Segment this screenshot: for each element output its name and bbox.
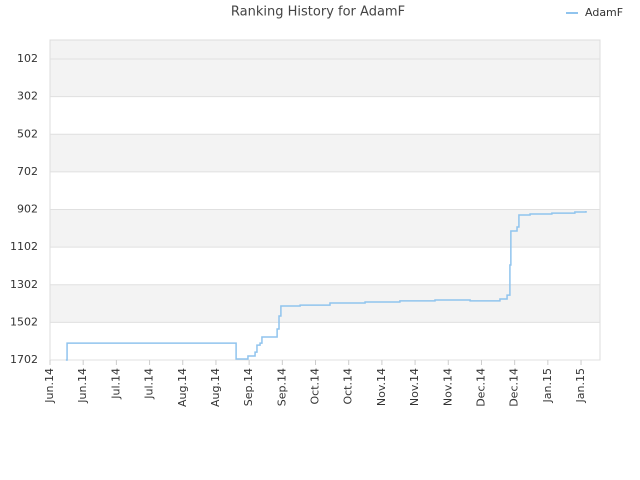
y-tick-label: 902 (17, 203, 38, 216)
x-tick-label: Jan.15 (541, 368, 554, 403)
plot-band (50, 59, 600, 97)
x-tick-label: Jul.14 (143, 368, 156, 400)
y-tick-label: 502 (17, 127, 38, 140)
x-tick-label: Nov.14 (375, 368, 388, 406)
y-tick-label: 1702 (10, 353, 38, 366)
x-tick-label: Oct.14 (309, 368, 322, 405)
x-tick-label: Oct.14 (342, 368, 355, 405)
x-tick-label: Sep.14 (242, 368, 255, 406)
y-tick-label: 302 (17, 90, 38, 103)
plot-band (50, 40, 600, 60)
plot-band (50, 134, 600, 172)
x-tick-label: Aug.14 (209, 368, 222, 407)
y-tick-label: 1502 (10, 315, 38, 328)
x-tick-label: Dec.14 (508, 368, 521, 407)
x-tick-label: Jun.14 (76, 368, 89, 404)
line-series (65, 211, 587, 361)
y-tick-label: 102 (17, 52, 38, 65)
x-tick-label: Jun.14 (43, 368, 56, 404)
x-tick-label: Nov.14 (441, 368, 454, 406)
plot-band (50, 284, 600, 323)
x-tick-label: Aug.14 (176, 368, 189, 407)
x-tick-label: Sep.14 (275, 368, 288, 406)
x-tick-label: Jan.15 (574, 368, 587, 403)
plot-band (50, 209, 600, 248)
y-tick-label: 702 (17, 165, 38, 178)
x-tick-label: Dec.14 (474, 368, 487, 407)
chart-title: Ranking History for AdamF (231, 5, 405, 20)
y-tick-label: 1102 (10, 240, 38, 253)
y-tick-label: 1302 (10, 278, 38, 291)
x-tick-label: Jul.14 (109, 368, 122, 400)
x-tick-label: Nov.14 (408, 368, 421, 406)
legend-label: AdamF (585, 6, 623, 19)
